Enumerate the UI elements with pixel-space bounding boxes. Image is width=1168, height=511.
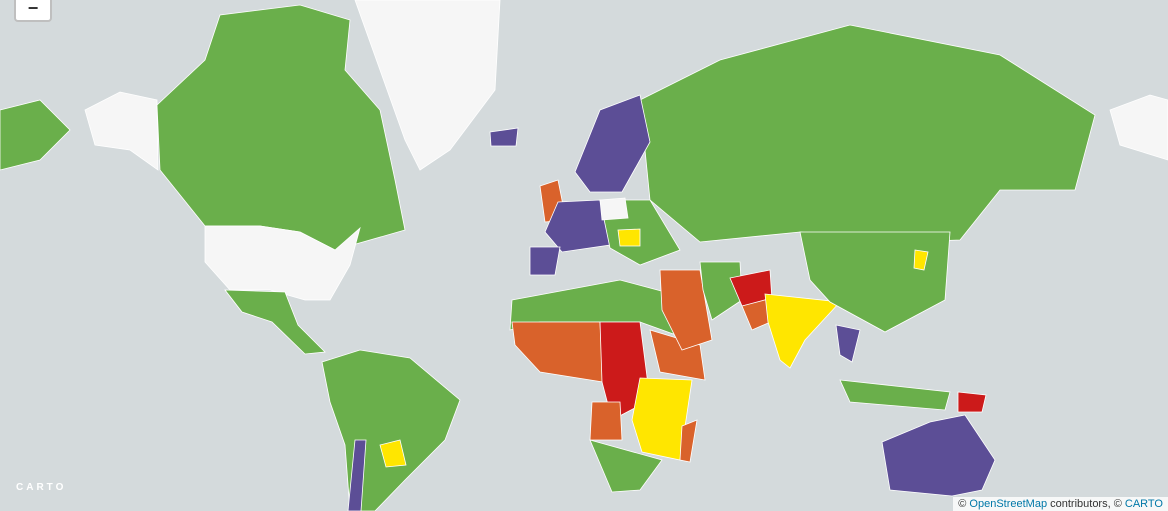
mexico (224, 289, 326, 355)
china (799, 231, 951, 333)
west-europe (544, 199, 611, 253)
osm-link[interactable]: OpenStreetMap (969, 498, 1048, 510)
middle-east (659, 269, 713, 351)
alaska (84, 91, 159, 171)
india (764, 293, 841, 369)
angola (589, 401, 623, 441)
iberia (529, 246, 561, 276)
poland (599, 197, 629, 221)
canada (156, 4, 406, 251)
romania (617, 228, 641, 247)
chile (347, 439, 367, 511)
zoom-out-button[interactable]: − (14, 0, 52, 22)
west-alaska (0, 99, 71, 171)
usa (204, 225, 361, 301)
iceland (489, 127, 519, 147)
carto-link[interactable]: CARTO (1124, 498, 1163, 510)
carto-logo: CARTO (16, 482, 67, 493)
south-africa (589, 439, 663, 493)
scandinavia (574, 94, 651, 193)
east-africa (631, 377, 693, 461)
greenland (354, 0, 501, 171)
attribution-prefix: © (958, 498, 967, 510)
madagascar (679, 419, 698, 463)
korea (913, 249, 929, 271)
iran (699, 261, 743, 321)
bolivia (379, 439, 407, 468)
se-asia (835, 324, 861, 363)
attribution-middle: contributors, © (1050, 498, 1122, 510)
australia (881, 414, 996, 497)
east-siberia (1109, 94, 1168, 161)
russia (639, 24, 1096, 243)
attribution: © OpenStreetMap contributors, © CARTO (953, 497, 1168, 511)
png (957, 391, 987, 413)
west-africa (511, 321, 604, 383)
south-america (321, 349, 461, 511)
indonesia (839, 379, 951, 411)
